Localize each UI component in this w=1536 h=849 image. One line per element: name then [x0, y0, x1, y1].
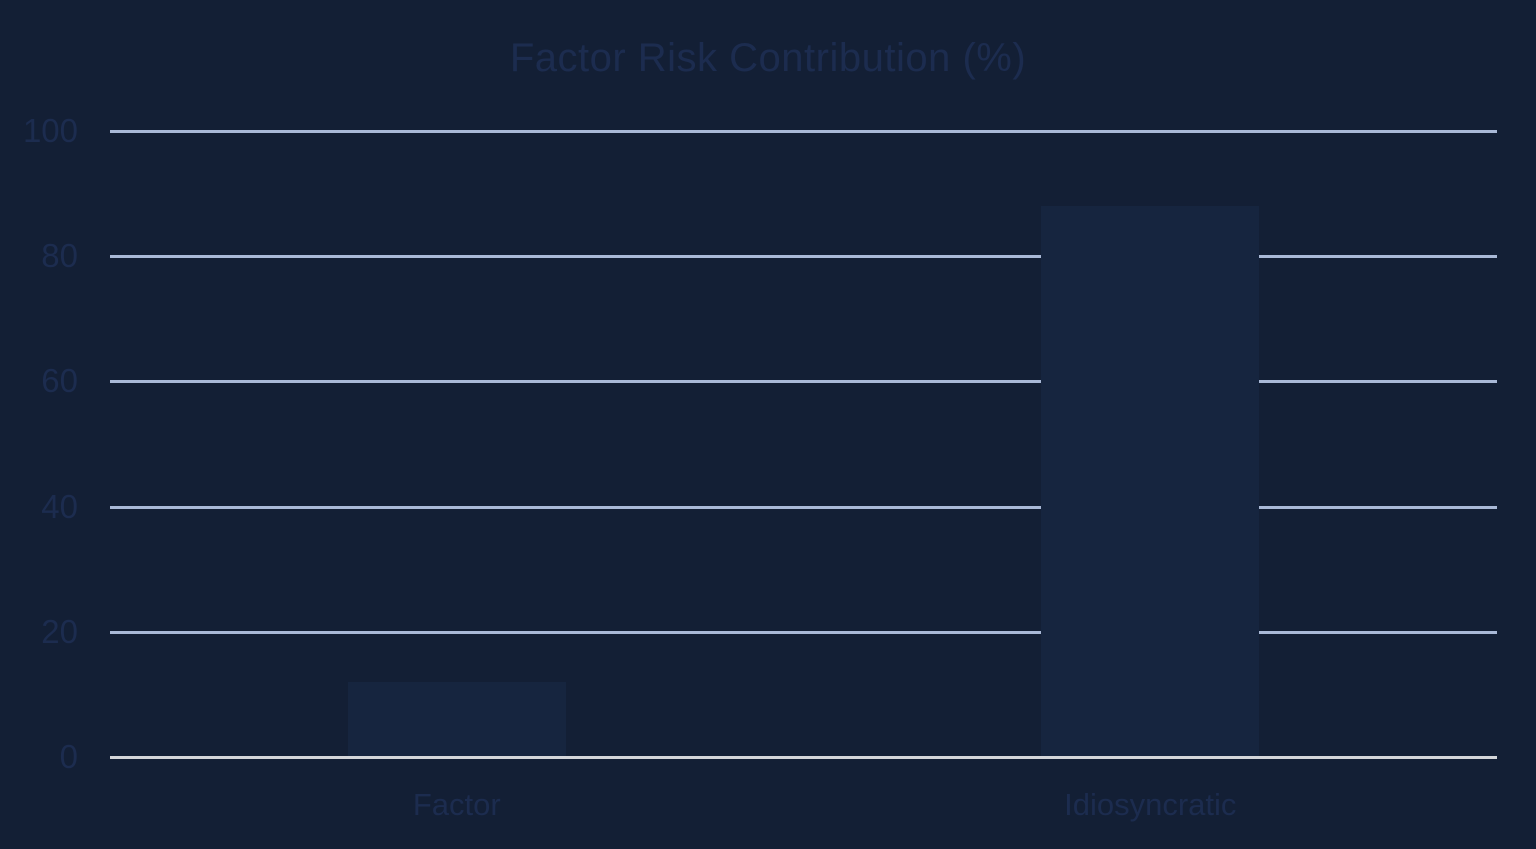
gridline-y60: [110, 380, 1497, 384]
bar-idiosyncratic[interactable]: [1041, 206, 1260, 757]
y-tick-label-60: 60: [41, 362, 78, 400]
y-tick-label-20: 20: [41, 612, 78, 650]
gridline-y20: [110, 630, 1497, 634]
x-category-label-factor: Factor: [412, 787, 501, 822]
y-tick-label-40: 40: [41, 487, 78, 525]
chart-title: Factor Risk Contribution (%): [509, 36, 1027, 80]
x-axis-line: [110, 756, 1497, 759]
gridline-y100: [110, 130, 1497, 133]
y-tick-label-100: 100: [22, 112, 78, 149]
y-tick-label-0: 0: [59, 738, 78, 775]
x-category-label-idiosyncratic: Idiosyncratic: [1064, 787, 1237, 822]
gridline-y80: [110, 255, 1497, 259]
gridline-y40: [110, 505, 1497, 509]
bar-factor[interactable]: [347, 681, 566, 757]
y-tick-label-80: 80: [41, 237, 78, 275]
